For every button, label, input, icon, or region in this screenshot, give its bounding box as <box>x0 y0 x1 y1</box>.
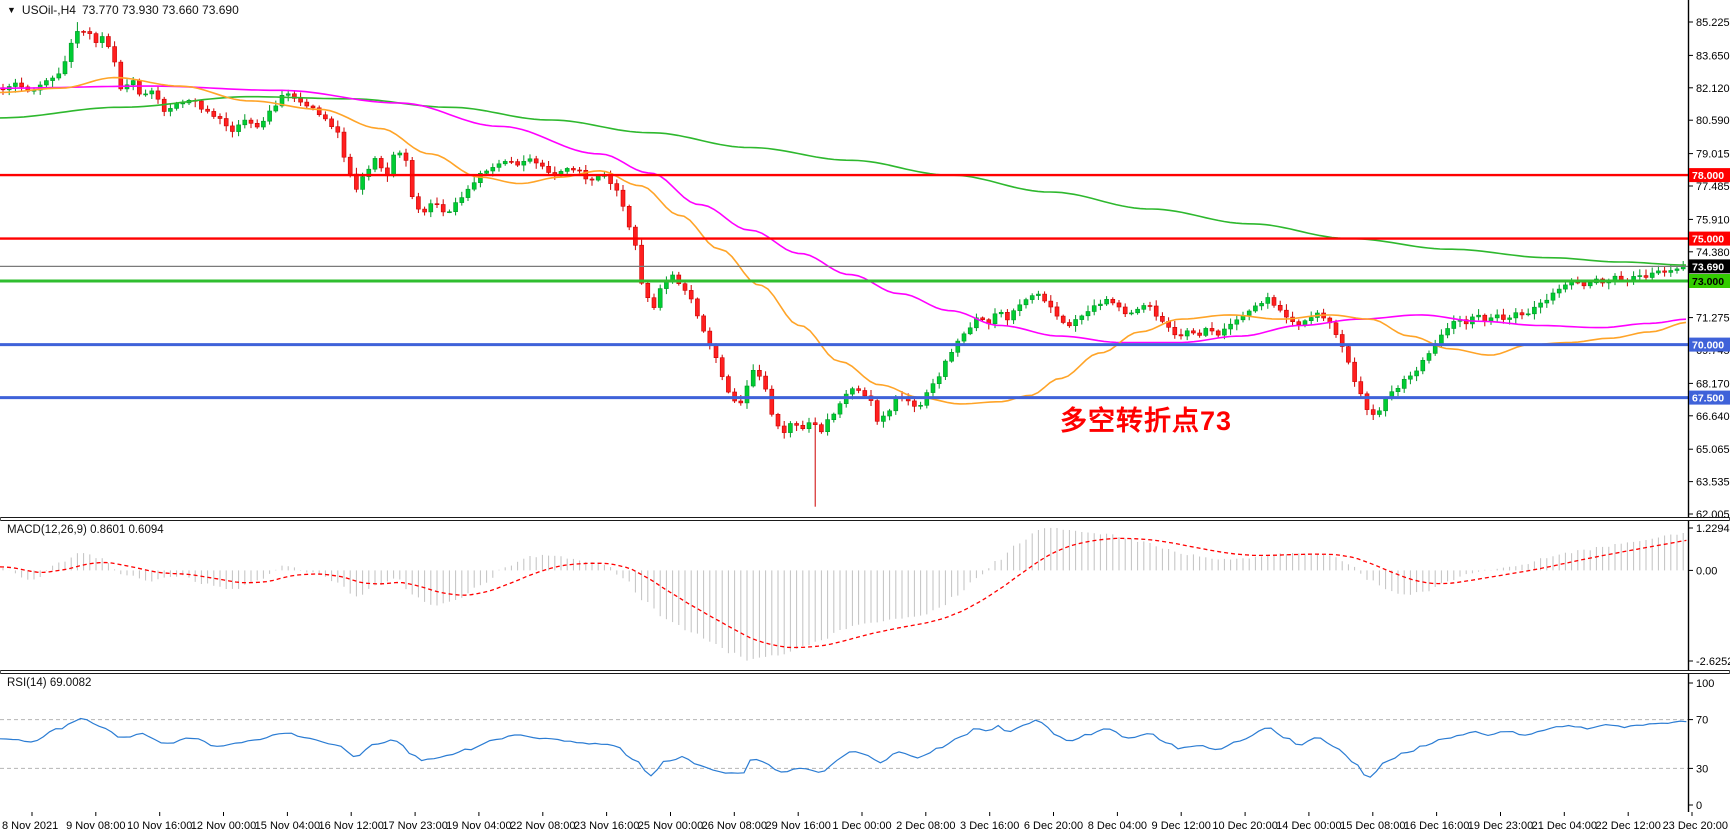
svg-text:1.2294: 1.2294 <box>1696 523 1730 535</box>
svg-text:74.380: 74.380 <box>1696 247 1730 259</box>
symbol-header: ▼ USOil-,H4 73.770 73.930 73.660 73.690 <box>7 3 239 17</box>
svg-text:21 Dec 04:00: 21 Dec 04:00 <box>1532 820 1597 832</box>
svg-text:19 Nov 04:00: 19 Nov 04:00 <box>446 820 511 832</box>
svg-text:73.690: 73.690 <box>1692 261 1724 273</box>
svg-text:0.00: 0.00 <box>1696 565 1717 577</box>
svg-text:66.640: 66.640 <box>1696 411 1730 423</box>
chart-text-annotation: 多空转折点73 <box>1060 406 1233 436</box>
svg-text:9 Nov 08:00: 9 Nov 08:00 <box>66 820 125 832</box>
svg-text:23 Nov 16:00: 23 Nov 16:00 <box>574 820 639 832</box>
svg-text:100: 100 <box>1696 678 1714 690</box>
svg-text:10 Nov 16:00: 10 Nov 16:00 <box>127 820 192 832</box>
ma-mid-magenta <box>0 85 1687 344</box>
svg-text:29 Nov 16:00: 29 Nov 16:00 <box>765 820 830 832</box>
time-axis: 8 Nov 2021 9 Nov 08:00 10 Nov 16:00 12 Nov … <box>0 812 1730 840</box>
svg-text:15 Dec 08:00: 15 Dec 08:00 <box>1340 820 1405 832</box>
svg-text:0: 0 <box>1696 800 1702 812</box>
svg-text:14 Dec 00:00: 14 Dec 00:00 <box>1276 820 1341 832</box>
svg-text:70.000: 70.000 <box>1692 340 1724 352</box>
ma-slow-green <box>0 95 1687 266</box>
rsi-line <box>0 717 1687 778</box>
svg-text:-2.6252: -2.6252 <box>1696 656 1730 668</box>
panel-separator[interactable] <box>0 670 1730 674</box>
svg-text:12 Nov 00:00: 12 Nov 00:00 <box>191 820 256 832</box>
rsi-panel: RSI(14) 69.0082 100 70 30 0 <box>0 674 1730 812</box>
panel-separator[interactable] <box>0 517 1730 521</box>
svg-text:10 Dec 20:00: 10 Dec 20:00 <box>1212 820 1277 832</box>
svg-text:71.275: 71.275 <box>1696 313 1730 325</box>
svg-text:82.120: 82.120 <box>1696 83 1730 95</box>
macd-panel: MACD(12,26,9) 0.8601 0.6094 1.2294 0.00 -2… <box>0 521 1730 670</box>
svg-text:63.535: 63.535 <box>1696 477 1730 489</box>
svg-text:83.650: 83.650 <box>1696 50 1730 62</box>
svg-text:75.000: 75.000 <box>1692 234 1724 246</box>
ohlc-values: 73.770 73.930 73.660 73.690 <box>81 3 239 17</box>
macd-indicator-label: MACD(12,26,9) 0.8601 0.6094 <box>7 524 164 536</box>
svg-text:78.000: 78.000 <box>1692 170 1724 182</box>
rsi-chart-canvas[interactable]: 100 70 30 0 <box>0 674 1730 812</box>
svg-text:2 Dec 08:00: 2 Dec 08:00 <box>896 820 955 832</box>
symbol-timeframe-label: USOil-,H4 <box>21 3 76 17</box>
svg-text:15 Nov 04:00: 15 Nov 04:00 <box>255 820 320 832</box>
svg-text:9 Dec 12:00: 9 Dec 12:00 <box>1152 820 1211 832</box>
svg-text:17 Nov 23:00: 17 Nov 23:00 <box>382 820 447 832</box>
macd-chart-canvas[interactable]: 1.2294 0.00 -2.6252 <box>0 521 1730 670</box>
svg-text:67.500: 67.500 <box>1692 393 1724 405</box>
svg-text:8 Nov 2021: 8 Nov 2021 <box>2 820 58 832</box>
candlestick-chart-canvas[interactable]: 85.225 83.650 82.120 80.590 79.015 77.485 75.9… <box>0 0 1730 517</box>
svg-text:80.590: 80.590 <box>1696 115 1730 127</box>
svg-text:16 Dec 16:00: 16 Dec 16:00 <box>1404 820 1469 832</box>
svg-text:22 Dec 12:00: 22 Dec 12:00 <box>1595 820 1660 832</box>
svg-text:23 Dec 20:00: 23 Dec 20:00 <box>1663 820 1728 832</box>
svg-text:75.910: 75.910 <box>1696 214 1730 226</box>
ma-fast-orange <box>0 76 1687 405</box>
svg-text:85.225: 85.225 <box>1696 17 1730 29</box>
rsi-indicator-label: RSI(14) 69.0082 <box>7 677 92 689</box>
svg-text:65.065: 65.065 <box>1696 444 1730 456</box>
svg-text:70: 70 <box>1696 715 1708 727</box>
svg-text:62.005: 62.005 <box>1696 509 1730 517</box>
price-panel: ▼ USOil-,H4 73.770 73.930 73.660 73.690 … <box>0 0 1730 517</box>
svg-text:3 Dec 16:00: 3 Dec 16:00 <box>960 820 1019 832</box>
svg-text:79.015: 79.015 <box>1696 149 1730 161</box>
svg-text:16 Nov 12:00: 16 Nov 12:00 <box>318 820 383 832</box>
svg-text:19 Dec 23:00: 19 Dec 23:00 <box>1468 820 1533 832</box>
chevron-down-icon[interactable]: ▼ <box>7 5 16 15</box>
macd-signal-line <box>0 537 1687 649</box>
svg-text:8 Dec 04:00: 8 Dec 04:00 <box>1088 820 1147 832</box>
svg-text:73.000: 73.000 <box>1692 276 1724 288</box>
svg-text:26 Nov 08:00: 26 Nov 08:00 <box>702 820 767 832</box>
svg-text:22 Nov 08:00: 22 Nov 08:00 <box>510 820 575 832</box>
svg-text:77.485: 77.485 <box>1696 181 1730 193</box>
svg-text:25 Nov 00:00: 25 Nov 00:00 <box>638 820 703 832</box>
svg-text:30: 30 <box>1696 763 1708 775</box>
svg-text:68.170: 68.170 <box>1696 378 1730 390</box>
svg-text:6 Dec 20:00: 6 Dec 20:00 <box>1024 820 1083 832</box>
svg-text:1 Dec 00:00: 1 Dec 00:00 <box>832 820 891 832</box>
